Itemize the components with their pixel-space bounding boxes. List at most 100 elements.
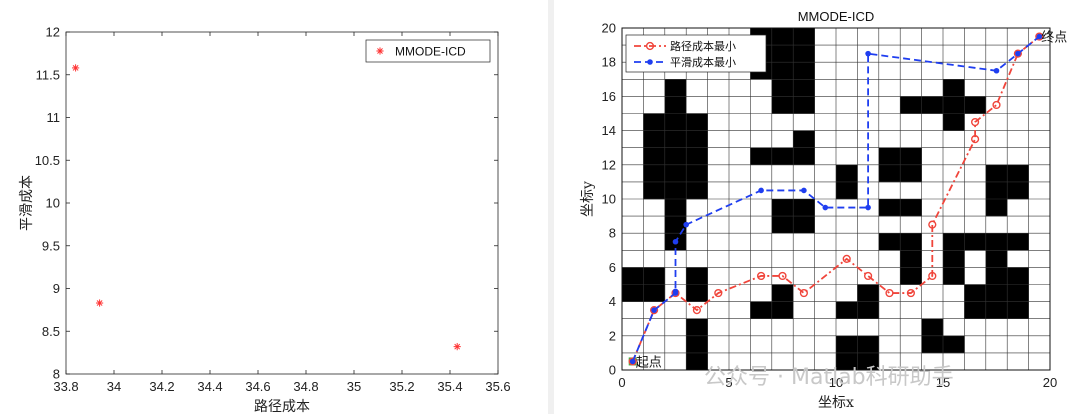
- path-point-series-1: [993, 67, 1000, 74]
- asterisk-stroke: [377, 48, 383, 54]
- x-tick-label: 34.2: [149, 379, 174, 394]
- obstacle-cell: [793, 147, 815, 166]
- x-tick-label: 35: [347, 379, 361, 394]
- x-tick-label: 34: [107, 379, 121, 394]
- path-point-series-0: [971, 135, 980, 144]
- y-tick-label: 8.5: [42, 324, 60, 339]
- path-point-series-0: [992, 100, 1001, 110]
- obstacle-cell: [836, 181, 858, 200]
- obstacle-cell: [664, 130, 687, 148]
- obstacle-cell: [643, 147, 666, 166]
- x-tick-label: 34.8: [293, 379, 318, 394]
- chart-title: MMODE-ICD: [798, 9, 875, 24]
- obstacle-cell: [750, 301, 773, 319]
- obstacle-cell: [878, 199, 901, 217]
- obstacle-cell: [793, 216, 815, 234]
- obstacle-cell: [686, 181, 708, 200]
- y-tick-label: 2: [609, 328, 616, 343]
- path-point-series-0: [714, 288, 723, 298]
- obstacle-cell: [943, 267, 965, 285]
- obstacle-cell: [900, 199, 922, 217]
- obstacle-cell: [985, 284, 1008, 302]
- obstacle-cell: [836, 352, 858, 371]
- plot-frame: [621, 27, 1051, 371]
- obstacle-cell: [985, 250, 1008, 268]
- obstacle-cell: [643, 130, 666, 148]
- path-point-series-1: [1036, 33, 1043, 40]
- end-label: 终点: [1041, 30, 1067, 46]
- path-point-series-0: [906, 288, 916, 298]
- x-axis-label: 坐标x: [818, 395, 854, 411]
- y-tick-label: 12: [602, 157, 616, 172]
- legend-label-series-1: 平滑成本最小: [670, 55, 736, 69]
- obstacle-cell: [943, 250, 965, 268]
- obstacle-cell: [643, 164, 666, 183]
- y-tick-label: 14: [602, 123, 616, 138]
- obstacle-cell: [878, 147, 901, 166]
- legend-marker-series-0: [645, 41, 655, 51]
- y-tick-label: 10: [46, 196, 60, 211]
- y-tick-label: 12: [46, 25, 60, 40]
- x-tick-label: 15: [936, 375, 950, 390]
- obstacle-cell: [964, 96, 987, 114]
- obstacle-cell: [1007, 181, 1029, 200]
- obstacle-cell: [664, 113, 687, 131]
- obstacle-cell: [643, 284, 666, 302]
- obstacle-cell: [771, 96, 794, 114]
- obstacle-cell: [686, 164, 708, 183]
- path-point-series-0: [971, 117, 980, 127]
- obstacle-cell: [985, 267, 1008, 285]
- grid-path-figure-panel: 0 5 10 15 20 0 2 4 6 8 10 12 14 16 18 20 MMODE-ICD 坐标x 坐标y…: [554, 0, 1080, 414]
- x-tick-label: 10: [829, 375, 843, 390]
- obstacle-cell: [857, 352, 880, 371]
- obstacle-cell: [664, 181, 687, 200]
- y-tick-label: 9: [53, 281, 60, 296]
- path-point-series-0: [928, 271, 937, 281]
- obstacle-cell: [643, 181, 666, 200]
- obstacle-cell: [857, 301, 880, 319]
- obstacle-cell: [771, 216, 794, 234]
- obstacle-cell: [985, 233, 1008, 251]
- path-point-series-0: [1013, 49, 1023, 58]
- obstacle-cell: [793, 130, 815, 148]
- obstacle-cell: [771, 28, 794, 46]
- obstacle-cell: [985, 164, 1008, 183]
- obstacle-cell: [1007, 284, 1029, 302]
- obstacle-cell: [771, 45, 794, 63]
- asterisk-stroke: [96, 300, 103, 306]
- path-point-series-1: [651, 307, 657, 313]
- obstacle-cell: [900, 96, 922, 114]
- obstacle-cell: [943, 79, 965, 97]
- obstacle-cell: [622, 284, 644, 302]
- obstacle-cell: [771, 199, 794, 217]
- obstacle-cell: [900, 164, 922, 183]
- obstacle-cell: [686, 318, 708, 337]
- path-point-series-0: [864, 271, 873, 281]
- obstacle-cell: [643, 113, 666, 131]
- y-tick-label: 9.5: [42, 238, 60, 253]
- x-tick-label: 33.8: [53, 379, 78, 394]
- obstacle-cell: [964, 301, 987, 319]
- obstacle-cell: [964, 284, 987, 302]
- obstacle-cell: [1007, 301, 1029, 319]
- obstacle-cell: [1007, 267, 1029, 285]
- path-point-series-1: [629, 358, 636, 365]
- obstacle-cell: [686, 130, 708, 148]
- y-tick-label: 10.5: [35, 153, 60, 168]
- obstacle-cell: [686, 147, 708, 166]
- obstacle-cell: [793, 45, 815, 63]
- y-axis-label: 坐标y: [580, 181, 596, 217]
- watermark-text: 公众号 · Matlab科研助手: [704, 365, 954, 390]
- x-tick-label: 5: [725, 375, 732, 390]
- obstacle-cell: [921, 318, 944, 337]
- legend-box: [625, 34, 767, 73]
- path-point-series-1: [672, 238, 679, 245]
- path-point-series-1: [801, 187, 807, 194]
- legend-label: MMODE-ICD: [395, 45, 466, 59]
- obstacle-cell: [771, 301, 794, 319]
- start-label: 起点: [636, 355, 662, 370]
- x-tick-label: 35.4: [437, 379, 462, 394]
- x-axis-label: 路径成本: [254, 399, 310, 414]
- obstacle-cell: [686, 284, 708, 302]
